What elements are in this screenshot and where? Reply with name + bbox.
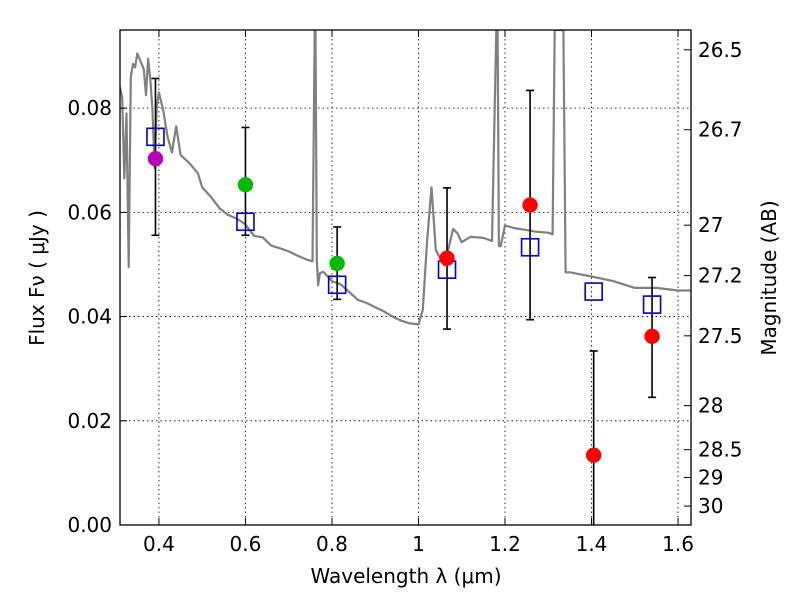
mag-tick-label: 26.7: [698, 118, 743, 142]
observed-point: [439, 250, 455, 266]
x-tick-label: 1.6: [662, 532, 694, 556]
y-tick-label: 0.02: [67, 409, 112, 433]
x-tick-label: 0.6: [230, 532, 262, 556]
mag-tick-label: 26.5: [698, 38, 743, 62]
mag-tick-label: 27.2: [698, 264, 743, 288]
x-tick-label: 1.2: [489, 532, 521, 556]
mag-tick-label: 27.5: [698, 324, 743, 348]
x-tick-label: 0.4: [143, 532, 175, 556]
observed-point: [644, 328, 660, 345]
mag-tick-label: 29: [698, 465, 723, 489]
x-tick-label: 1: [412, 532, 425, 556]
mag-tick-label: 30: [698, 494, 723, 518]
plot-series: [120, 30, 691, 525]
observed-point: [522, 197, 538, 213]
grid: [120, 30, 691, 525]
observed-point: [147, 150, 164, 167]
model-point: [584, 282, 603, 301]
observed-point: [329, 255, 345, 272]
model-sed-line: [120, 30, 691, 326]
x-tick-label: 0.8: [316, 532, 348, 556]
model-point: [642, 295, 662, 314]
observed-point: [237, 177, 254, 193]
axes-frame: [119, 29, 692, 526]
x-tick-label: 1.4: [576, 532, 608, 556]
mag-tick-label: 28.5: [698, 438, 743, 462]
axis-ticks: 0.4 0.6 0.8 1 1.2 1.4 1.6 0.00 0.02 0.04 0.06 0.08 2…: [67, 30, 743, 556]
right-axis-label: Magnitude (AB): [757, 200, 781, 355]
mag-tick-label: 27: [698, 213, 723, 237]
observed-point: [585, 447, 602, 463]
mag-tick-label: 28: [698, 394, 723, 418]
axis-labels: Wavelength λ (μm) Flux Fν ( μJy ) Magnit…: [25, 200, 781, 588]
y-tick-label: 0.04: [67, 305, 112, 329]
model-point: [236, 212, 255, 232]
y-tick-label: 0.06: [67, 200, 112, 224]
x-axis-label: Wavelength λ (μm): [310, 564, 501, 588]
y-tick-label: 0.00: [67, 513, 112, 537]
model-point: [327, 275, 347, 295]
y-tick-label: 0.08: [67, 96, 112, 120]
model-point: [520, 237, 540, 257]
model-point: [146, 127, 165, 147]
y-axis-label: Flux Fν ( μJy ): [25, 210, 49, 346]
plot-area: [120, 30, 691, 525]
